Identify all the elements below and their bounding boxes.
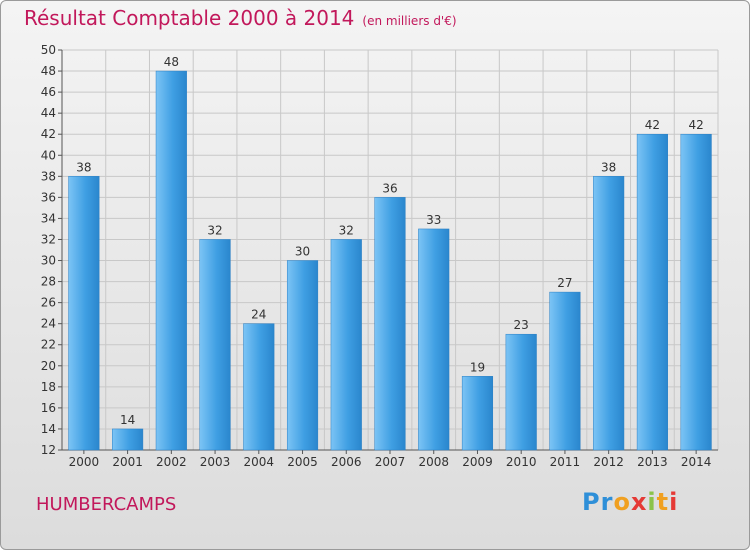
data-label: 32 <box>207 223 222 237</box>
x-tick-label: 2001 <box>112 455 143 469</box>
bar <box>155 70 187 451</box>
data-label: 14 <box>120 413 135 427</box>
data-label: 30 <box>295 245 310 259</box>
data-label: 38 <box>601 160 616 174</box>
bar <box>593 176 625 451</box>
data-label: 36 <box>382 181 397 195</box>
bar <box>636 133 668 451</box>
x-tick-label: 2003 <box>200 455 231 469</box>
y-tick-label: 32 <box>41 232 56 246</box>
y-tick-label: 20 <box>41 359 56 373</box>
y-tick-labels: 12 14 16 18 20 22 24 26 28 30 32 34 36 38 40 42 44 46 48 50 <box>41 43 56 457</box>
y-tick-label: 34 <box>41 211 56 225</box>
data-label: 48 <box>164 55 179 69</box>
x-tick-label: 2006 <box>331 455 362 469</box>
bar <box>680 133 712 451</box>
data-label: 19 <box>470 360 485 374</box>
logo-letter: x <box>630 488 648 516</box>
bar <box>199 239 231 451</box>
bar <box>330 239 362 451</box>
x-tick-label: 2000 <box>69 455 100 469</box>
bars <box>68 70 712 451</box>
data-label: 38 <box>76 160 91 174</box>
y-tick-label: 48 <box>41 64 56 78</box>
x-tick-label: 2007 <box>375 455 406 469</box>
chart-title-text: Résultat Comptable 2000 à 2014 <box>24 6 355 30</box>
bar <box>418 228 450 451</box>
y-tick-label: 30 <box>41 254 56 268</box>
x-tick-label: 2012 <box>593 455 624 469</box>
proxiti-logo: Proxiti <box>582 488 678 516</box>
logo-letter: r <box>600 488 614 516</box>
x-tick-label: 2011 <box>550 455 581 469</box>
bar <box>112 428 144 451</box>
y-tick-label: 14 <box>41 422 56 436</box>
x-tick-label: 2013 <box>637 455 668 469</box>
y-tick-label: 16 <box>41 401 56 415</box>
y-tick-label: 22 <box>41 338 56 352</box>
logo-letter: t <box>656 488 670 516</box>
data-label: 32 <box>339 223 354 237</box>
data-label: 24 <box>251 308 266 322</box>
chart-subtitle: (en milliers d'€) <box>362 14 457 28</box>
commune-name: HUMBERCAMPS <box>36 494 177 515</box>
logo-letter: o <box>613 488 631 516</box>
x-tick-label: 2002 <box>156 455 187 469</box>
data-label: 23 <box>514 318 529 332</box>
bar <box>243 323 275 451</box>
data-label: 33 <box>426 213 441 227</box>
logo-letter: i <box>647 488 657 516</box>
y-tick-label: 42 <box>41 127 56 141</box>
x-tick-label: 2009 <box>462 455 493 469</box>
logo-letter: P <box>582 488 601 516</box>
x-tick-label: 2010 <box>506 455 537 469</box>
x-tick-label: 2005 <box>287 455 318 469</box>
data-label: 27 <box>557 276 572 290</box>
y-tick-label: 18 <box>41 380 56 394</box>
y-tick-label: 46 <box>41 85 56 99</box>
chart-title: Résultat Comptable 2000 à 2014 (en millie… <box>24 6 457 30</box>
x-tick-labels: 2000 2001 2002 2003 2004 2005 2006 2007 2008 2009… <box>69 455 712 469</box>
bar <box>549 291 581 451</box>
data-label: 42 <box>645 118 660 132</box>
bar <box>505 333 537 451</box>
x-tick-label: 2014 <box>681 455 712 469</box>
y-tick-label: 24 <box>41 317 56 331</box>
bar <box>461 376 494 451</box>
y-tick-label: 44 <box>41 106 56 120</box>
x-tick-label: 2008 <box>418 455 449 469</box>
y-tick-label: 26 <box>41 296 56 310</box>
data-label: 42 <box>688 118 703 132</box>
x-tick-label: 2004 <box>244 455 275 469</box>
y-tick-label: 12 <box>41 443 56 457</box>
bar <box>374 197 406 451</box>
logo-letter: i <box>669 488 679 516</box>
data-labels: 38 14 48 32 24 30 32 36 33 19 23 27 38 42 42 <box>76 55 704 427</box>
y-tick-label: 36 <box>41 190 56 204</box>
y-tick-label: 40 <box>41 148 56 162</box>
bar <box>68 176 100 451</box>
y-tick-label: 28 <box>41 275 56 289</box>
bar <box>286 260 319 451</box>
y-tick-label: 50 <box>41 43 56 57</box>
y-tick-label: 38 <box>41 169 56 183</box>
